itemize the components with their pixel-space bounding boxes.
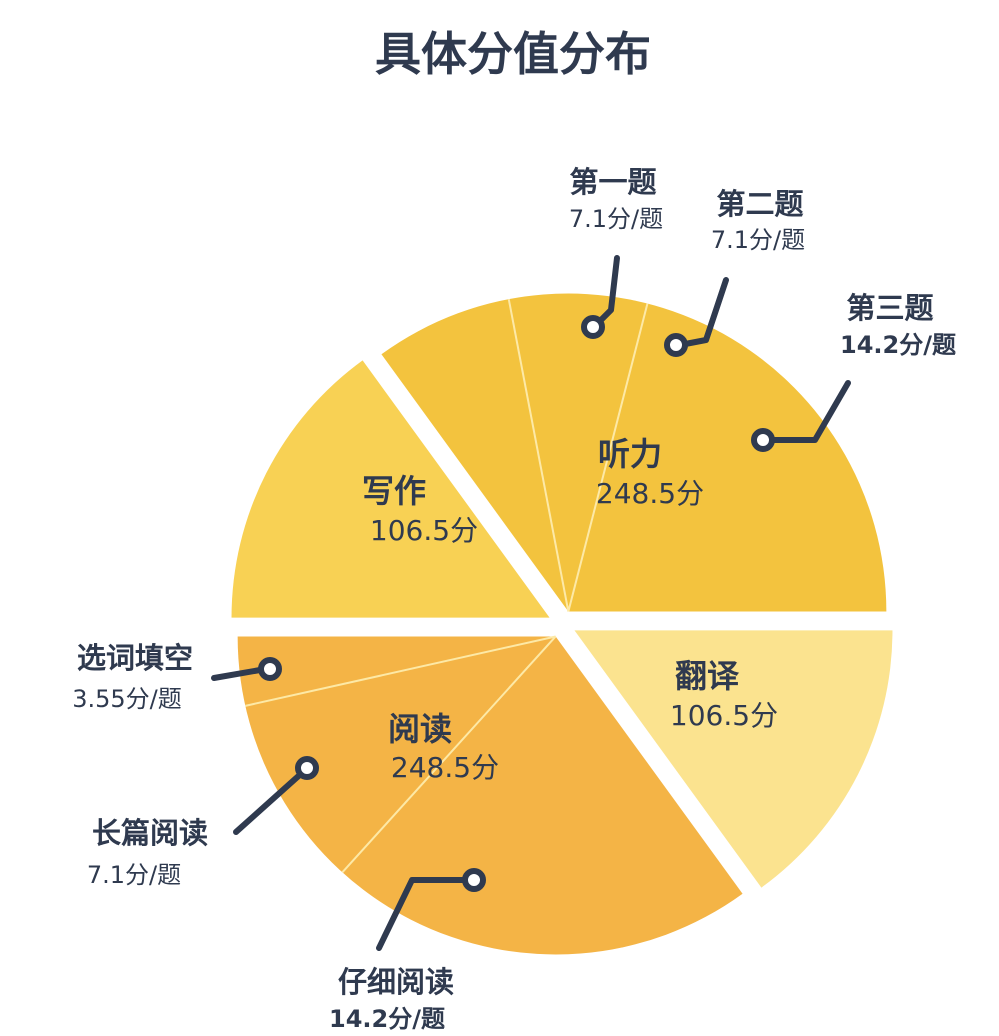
callout-value-q1: 7.1分/题 bbox=[569, 205, 663, 233]
callout-label-long-reading: 长篇阅读 bbox=[92, 816, 208, 850]
slice-label-translation: 翻译 bbox=[675, 657, 740, 695]
callout-dot-q1 bbox=[581, 315, 605, 339]
divider-reading-2 bbox=[341, 635, 557, 874]
divider-listening-2 bbox=[567, 303, 649, 612]
callout-dot-long-reading bbox=[295, 756, 319, 780]
callout-line-careful-reading bbox=[376, 877, 476, 951]
callout-label-q1: 第一题 bbox=[569, 165, 656, 199]
callout-value-long-reading: 7.1分/题 bbox=[87, 861, 181, 889]
callout-line-q3 bbox=[761, 380, 851, 443]
callout-label-q3: 第三题 bbox=[846, 291, 933, 325]
callout-value-q3: 14.2分/题 bbox=[840, 331, 956, 359]
slice-writing bbox=[231, 360, 550, 618]
callout-label-careful-reading: 仔细阅读 bbox=[338, 965, 454, 999]
callout-dot-cloze bbox=[258, 657, 282, 681]
divider-listening-1 bbox=[507, 298, 570, 612]
callout-line-cloze bbox=[211, 667, 263, 681]
slice-label-writing: 写作 bbox=[362, 472, 426, 510]
slice-value-listening: 248.5分 bbox=[596, 477, 704, 510]
slice-translation bbox=[574, 630, 893, 888]
slice-value-writing: 106.5分 bbox=[370, 514, 478, 547]
chart-title: 具体分值分布 bbox=[375, 27, 651, 81]
callout-dots bbox=[258, 315, 775, 892]
slice-listening bbox=[381, 293, 887, 612]
callout-label-q2: 第二题 bbox=[716, 187, 803, 221]
callout-dot-careful-reading bbox=[462, 868, 486, 892]
slice-label-reading: 阅读 bbox=[388, 710, 452, 748]
callout-label-cloze: 选词填空 bbox=[77, 641, 193, 675]
slice-value-translation: 106.5分 bbox=[670, 699, 778, 732]
callout-dot-q3 bbox=[751, 428, 775, 452]
callout-dot-q2 bbox=[664, 333, 688, 357]
divider-reading-1 bbox=[245, 635, 556, 707]
callout-value-careful-reading: 14.2分/题 bbox=[329, 1005, 445, 1033]
callout-line-long-reading bbox=[233, 769, 306, 835]
callout-value-q2: 7.1分/题 bbox=[711, 226, 805, 254]
slice-reading bbox=[237, 636, 743, 955]
callout-line-q2 bbox=[677, 277, 729, 348]
slice-label-listening: 听力 bbox=[598, 435, 662, 473]
slice-value-reading: 248.5分 bbox=[391, 751, 499, 784]
callout-value-cloze: 3.55分/题 bbox=[72, 685, 182, 713]
